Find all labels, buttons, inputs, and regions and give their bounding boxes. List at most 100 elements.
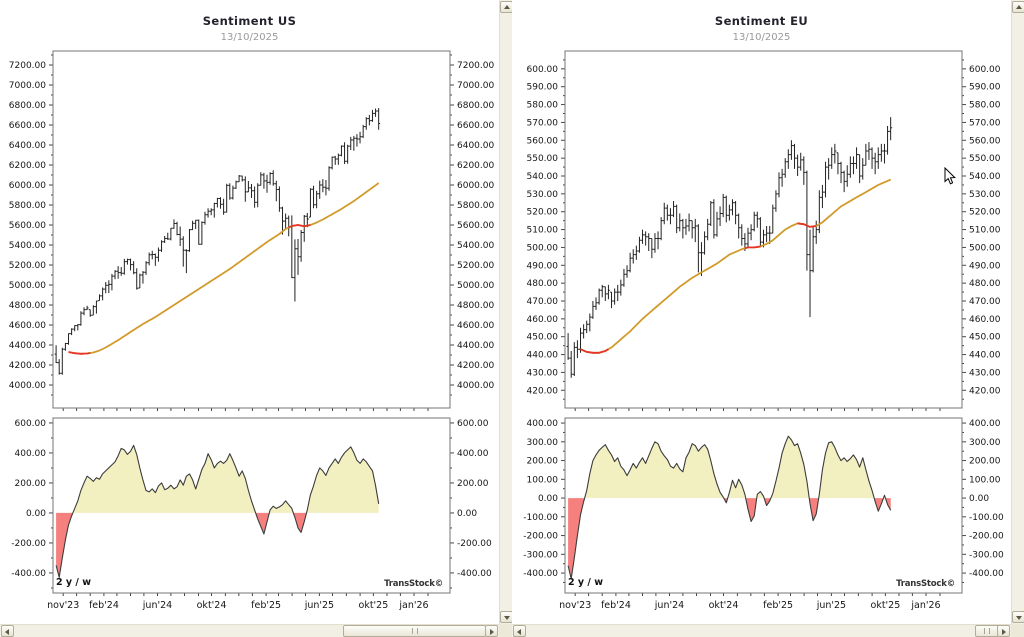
chart-title-us: Sentiment US bbox=[202, 14, 297, 28]
svg-text:200.00: 200.00 bbox=[457, 479, 489, 489]
svg-text:6600.00: 6600.00 bbox=[9, 121, 46, 131]
svg-text:420.00: 420.00 bbox=[527, 386, 559, 396]
svg-text:-200.00: -200.00 bbox=[11, 539, 46, 549]
svg-text:570.00: 570.00 bbox=[969, 118, 1001, 128]
svg-text:500.00: 500.00 bbox=[969, 243, 1001, 253]
svg-text:4800.00: 4800.00 bbox=[457, 301, 494, 311]
svg-text:530.00: 530.00 bbox=[969, 190, 1001, 200]
svg-text:6800.00: 6800.00 bbox=[457, 101, 494, 111]
arrow-right-icon bbox=[490, 629, 494, 635]
chart-canvas-eu[interactable]: 600.00 600.00 590.00 590.00 580.00 580.00 570.… bbox=[512, 0, 1011, 624]
svg-text:5000.00: 5000.00 bbox=[457, 281, 494, 291]
svg-text:-400.00: -400.00 bbox=[457, 569, 492, 579]
svg-text:okt'24: okt'24 bbox=[197, 600, 227, 611]
svg-text:okt'25: okt'25 bbox=[359, 600, 389, 611]
arrow-right-icon bbox=[1002, 629, 1006, 635]
svg-text:100.00: 100.00 bbox=[527, 475, 559, 485]
chart-client-eu[interactable]: 600.00 600.00 590.00 590.00 580.00 580.00 570.… bbox=[512, 0, 1011, 624]
chart-client-us[interactable]: 7200.00 7200.00 7000.00 7000.00 6800.00 6800.… bbox=[0, 0, 499, 624]
svg-text:5800.00: 5800.00 bbox=[457, 201, 494, 211]
svg-text:-300.00: -300.00 bbox=[969, 550, 1004, 560]
svg-text:feb'25: feb'25 bbox=[251, 600, 281, 611]
svg-text:6200.00: 6200.00 bbox=[9, 161, 46, 171]
vertical-scrollbar-us[interactable] bbox=[499, 0, 513, 624]
svg-text:4600.00: 4600.00 bbox=[9, 321, 46, 331]
svg-text:0.00: 0.00 bbox=[26, 509, 46, 519]
chart-window-us: 7200.00 7200.00 7000.00 7000.00 6800.00 6800.… bbox=[0, 0, 513, 637]
arrow-up-icon bbox=[1015, 5, 1022, 9]
chart-date-eu: 13/10/2025 bbox=[732, 32, 791, 43]
svg-text:-200.00: -200.00 bbox=[523, 532, 558, 542]
scroll-up-button-eu[interactable] bbox=[1012, 1, 1024, 13]
svg-text:550.00: 550.00 bbox=[969, 154, 1001, 164]
arrow-left-icon bbox=[517, 629, 521, 635]
arrow-down-icon bbox=[1015, 616, 1022, 620]
svg-text:-100.00: -100.00 bbox=[969, 513, 1004, 523]
svg-text:4000.00: 4000.00 bbox=[457, 381, 494, 391]
horizontal-scrollbar-eu[interactable] bbox=[512, 624, 1011, 637]
svg-text:0.00: 0.00 bbox=[457, 509, 477, 519]
svg-text:5600.00: 5600.00 bbox=[9, 221, 46, 231]
svg-text:450.00: 450.00 bbox=[969, 333, 1001, 343]
svg-text:200.00: 200.00 bbox=[15, 479, 47, 489]
svg-text:550.00: 550.00 bbox=[527, 154, 559, 164]
timeframe-label-eu: 2 y / w bbox=[568, 577, 603, 588]
scroll-left-button-us[interactable] bbox=[1, 625, 14, 637]
svg-text:520.00: 520.00 bbox=[969, 208, 1001, 218]
svg-text:100.00: 100.00 bbox=[969, 475, 1001, 485]
scroll-left-button-eu[interactable] bbox=[513, 625, 526, 637]
scroll-right-button-us[interactable] bbox=[485, 625, 498, 637]
svg-text:jun'24: jun'24 bbox=[142, 600, 172, 611]
scroll-up-button-us[interactable] bbox=[500, 1, 513, 13]
svg-text:590.00: 590.00 bbox=[527, 83, 559, 93]
svg-text:5200.00: 5200.00 bbox=[9, 261, 46, 271]
watermark-label-us: TransStock© bbox=[384, 579, 443, 589]
svg-text:5400.00: 5400.00 bbox=[457, 241, 494, 251]
svg-text:4200.00: 4200.00 bbox=[9, 361, 46, 371]
svg-text:400.00: 400.00 bbox=[457, 449, 489, 459]
svg-text:590.00: 590.00 bbox=[969, 83, 1001, 93]
horizontal-scrollbar-us[interactable] bbox=[0, 624, 499, 637]
svg-text:-100.00: -100.00 bbox=[523, 513, 558, 523]
vertical-scrollbar-eu[interactable] bbox=[1011, 0, 1024, 624]
svg-text:500.00: 500.00 bbox=[527, 243, 559, 253]
svg-text:-400.00: -400.00 bbox=[969, 569, 1004, 579]
h-scroll-thumb-us[interactable] bbox=[343, 625, 486, 637]
svg-text:0.00: 0.00 bbox=[538, 494, 558, 504]
svg-text:-200.00: -200.00 bbox=[969, 532, 1004, 542]
svg-text:0.00: 0.00 bbox=[969, 494, 989, 504]
svg-text:jun'24: jun'24 bbox=[654, 600, 684, 611]
svg-text:6600.00: 6600.00 bbox=[457, 121, 494, 131]
svg-text:400.00: 400.00 bbox=[527, 419, 559, 429]
svg-text:6000.00: 6000.00 bbox=[9, 181, 46, 191]
svg-text:540.00: 540.00 bbox=[969, 172, 1001, 182]
svg-text:480.00: 480.00 bbox=[527, 279, 559, 289]
svg-text:-200.00: -200.00 bbox=[457, 539, 492, 549]
svg-text:5000.00: 5000.00 bbox=[9, 281, 46, 291]
svg-text:540.00: 540.00 bbox=[527, 172, 559, 182]
svg-text:-300.00: -300.00 bbox=[523, 550, 558, 560]
svg-text:600.00: 600.00 bbox=[15, 419, 47, 429]
svg-text:4000.00: 4000.00 bbox=[9, 381, 46, 391]
svg-text:570.00: 570.00 bbox=[527, 118, 559, 128]
svg-text:5200.00: 5200.00 bbox=[457, 261, 494, 271]
svg-text:jun'25: jun'25 bbox=[816, 600, 846, 611]
watermark-label-eu: TransStock© bbox=[896, 579, 955, 589]
svg-text:6000.00: 6000.00 bbox=[457, 181, 494, 191]
svg-text:6400.00: 6400.00 bbox=[9, 141, 46, 151]
svg-text:530.00: 530.00 bbox=[527, 190, 559, 200]
svg-text:jan'26: jan'26 bbox=[398, 600, 428, 611]
svg-text:okt'24: okt'24 bbox=[709, 600, 739, 611]
svg-text:490.00: 490.00 bbox=[969, 261, 1001, 271]
svg-text:580.00: 580.00 bbox=[969, 101, 1001, 111]
svg-text:7200.00: 7200.00 bbox=[457, 61, 494, 71]
scroll-down-button-eu[interactable] bbox=[1012, 611, 1024, 623]
svg-text:4400.00: 4400.00 bbox=[457, 341, 494, 351]
h-scroll-thumb-eu[interactable] bbox=[975, 625, 999, 637]
svg-text:6800.00: 6800.00 bbox=[9, 101, 46, 111]
scroll-right-button-eu[interactable] bbox=[997, 625, 1010, 637]
svg-text:470.00: 470.00 bbox=[527, 297, 559, 307]
chart-canvas-us[interactable]: 7200.00 7200.00 7000.00 7000.00 6800.00 6800.… bbox=[0, 0, 499, 624]
svg-text:nov'23: nov'23 bbox=[559, 600, 591, 611]
svg-text:7200.00: 7200.00 bbox=[9, 61, 46, 71]
